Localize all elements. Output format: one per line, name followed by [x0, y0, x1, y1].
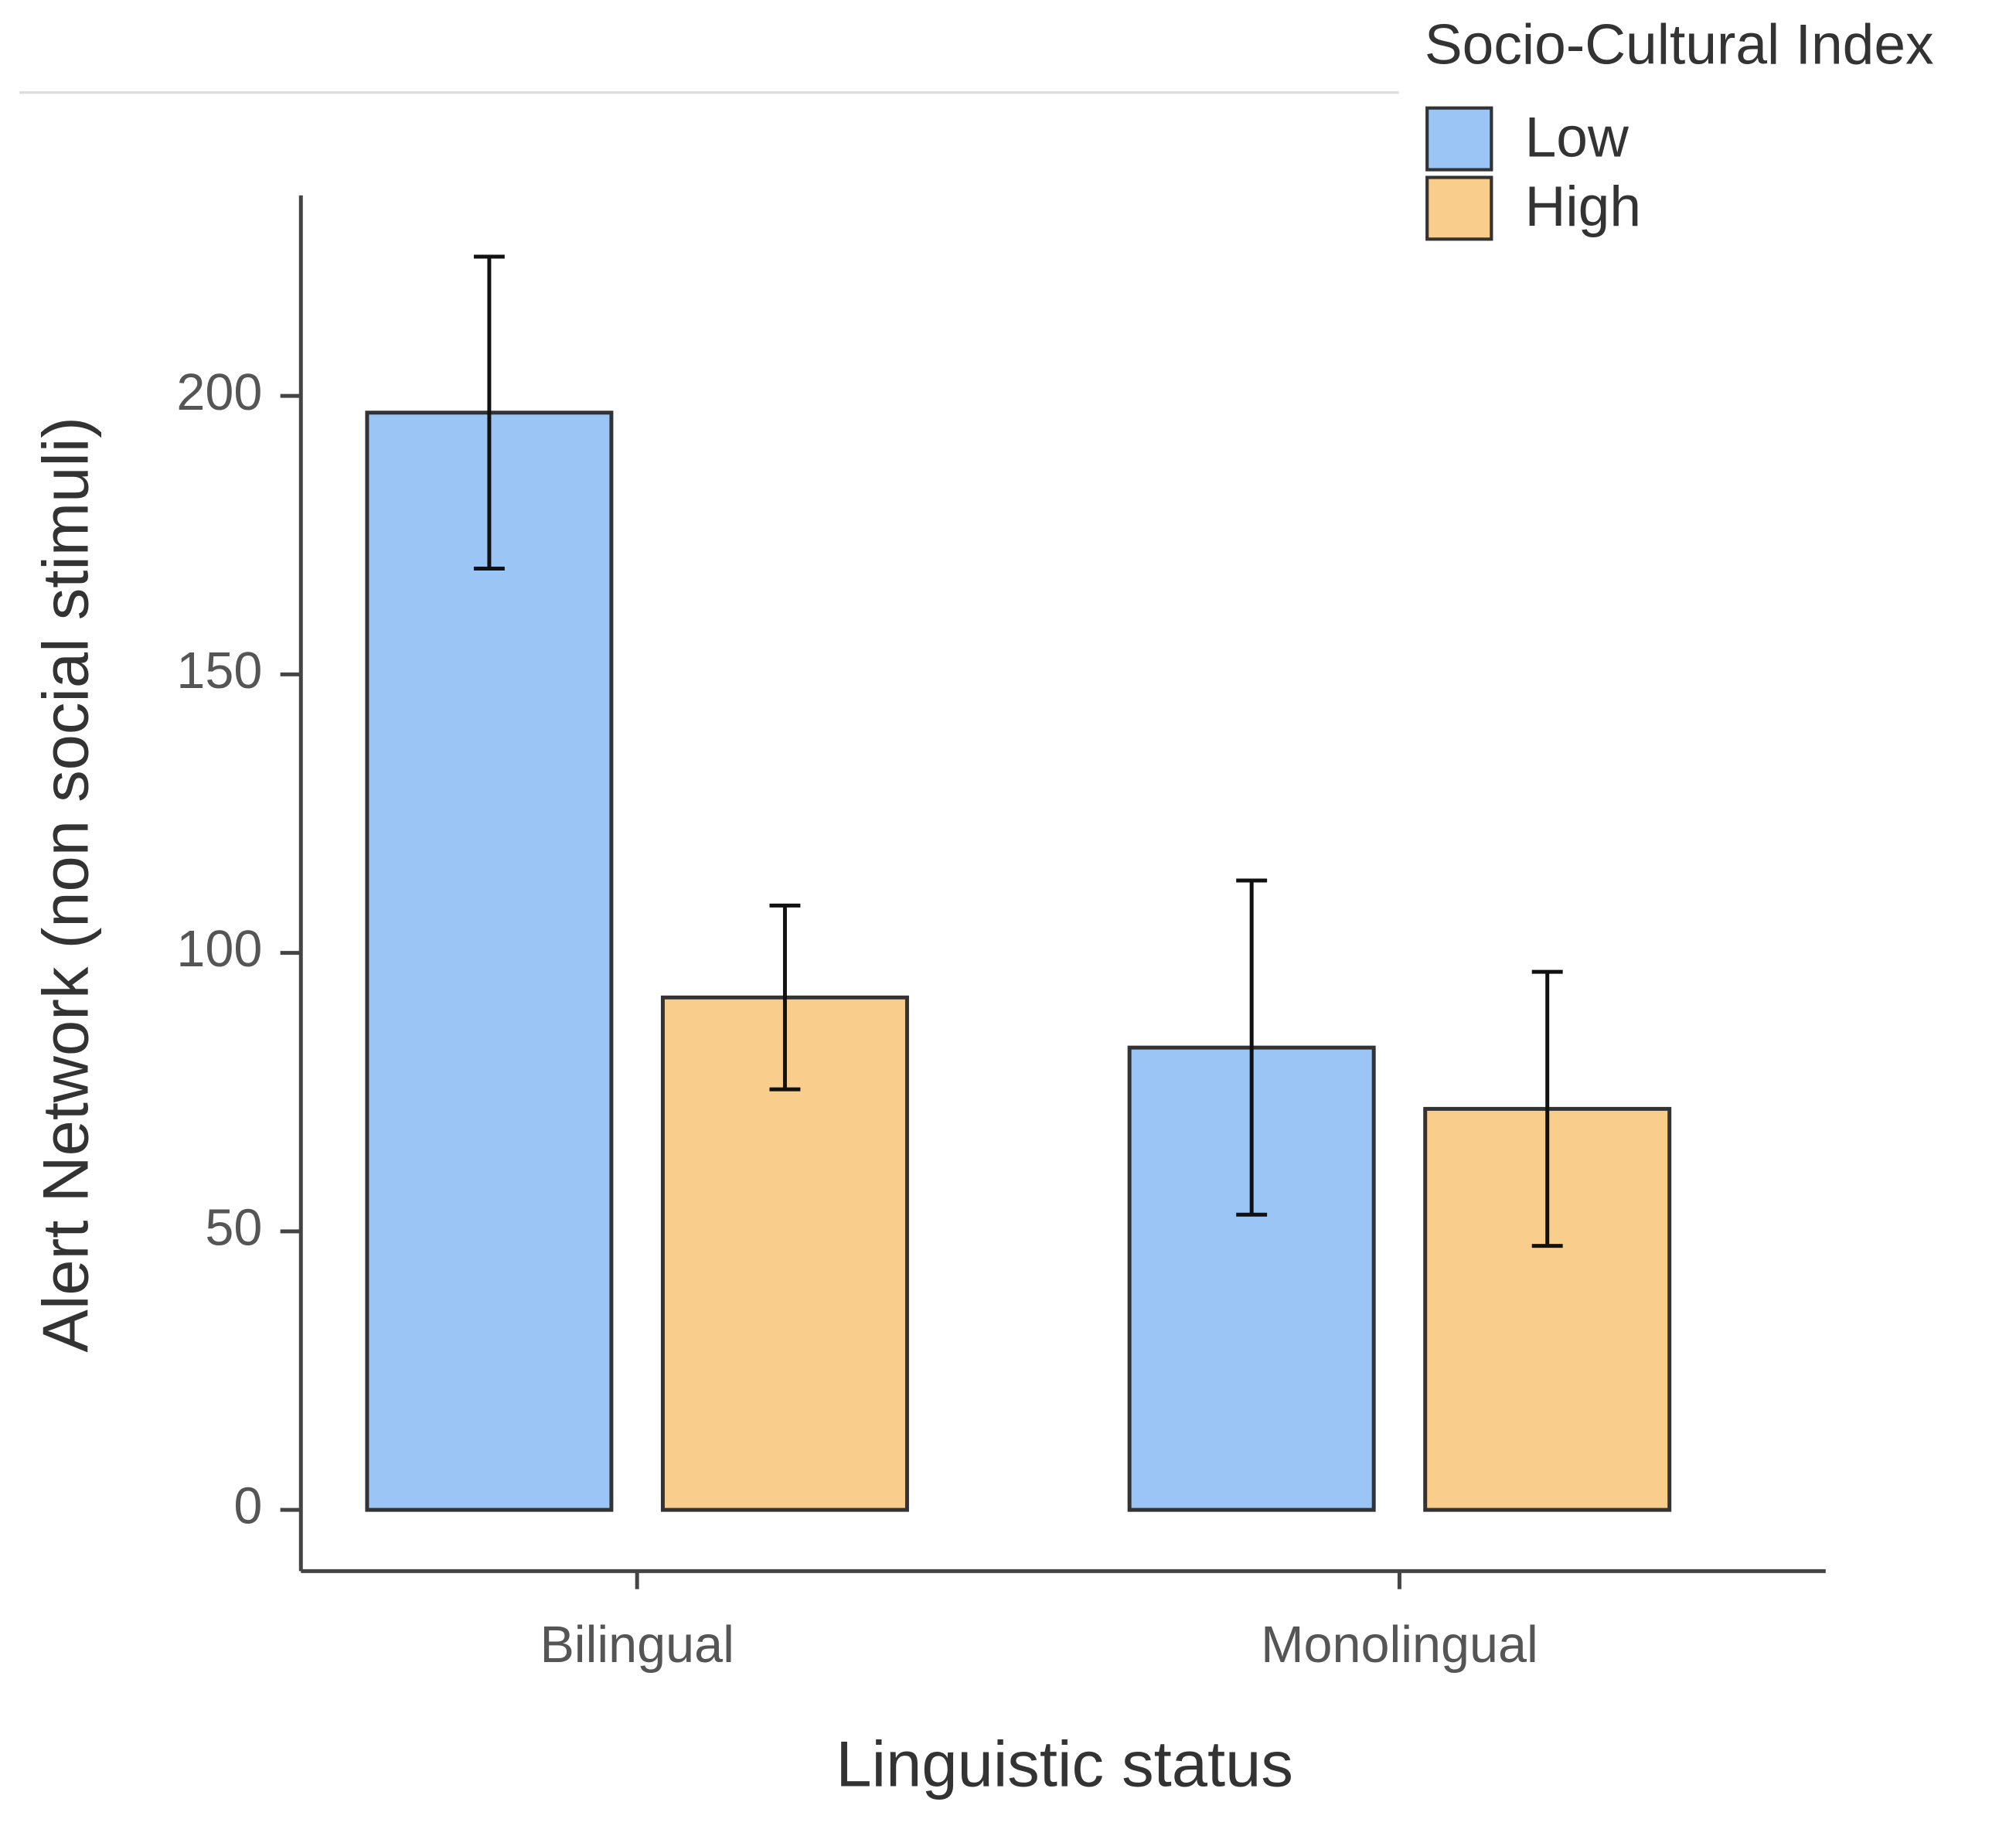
legend-label: Low [1525, 105, 1629, 169]
x-tick-label: Monolingual [1261, 1616, 1538, 1674]
legend-swatch [1425, 106, 1493, 172]
error-bar [473, 254, 505, 571]
legend-title: Socio-Cultural Index [1425, 13, 1934, 77]
y-tick-label: 50 [205, 1199, 262, 1256]
error-bar [1236, 878, 1268, 1217]
bar [365, 410, 614, 1512]
y-tick-label: 200 [176, 364, 262, 421]
legend-label: High [1525, 175, 1641, 238]
error-bar [1531, 969, 1563, 1248]
y-tick-label: 100 [176, 921, 262, 978]
legend-swatch [1425, 175, 1493, 241]
y-tick-label: 150 [176, 642, 262, 700]
error-bar [769, 903, 801, 1092]
x-axis-title: Linguistic status [836, 1728, 1293, 1800]
x-tick-label: Bilingual [540, 1616, 734, 1674]
y-tick-label: 0 [233, 1478, 262, 1535]
y-axis-title: Alert Network (non social stimuli) [30, 417, 102, 1352]
